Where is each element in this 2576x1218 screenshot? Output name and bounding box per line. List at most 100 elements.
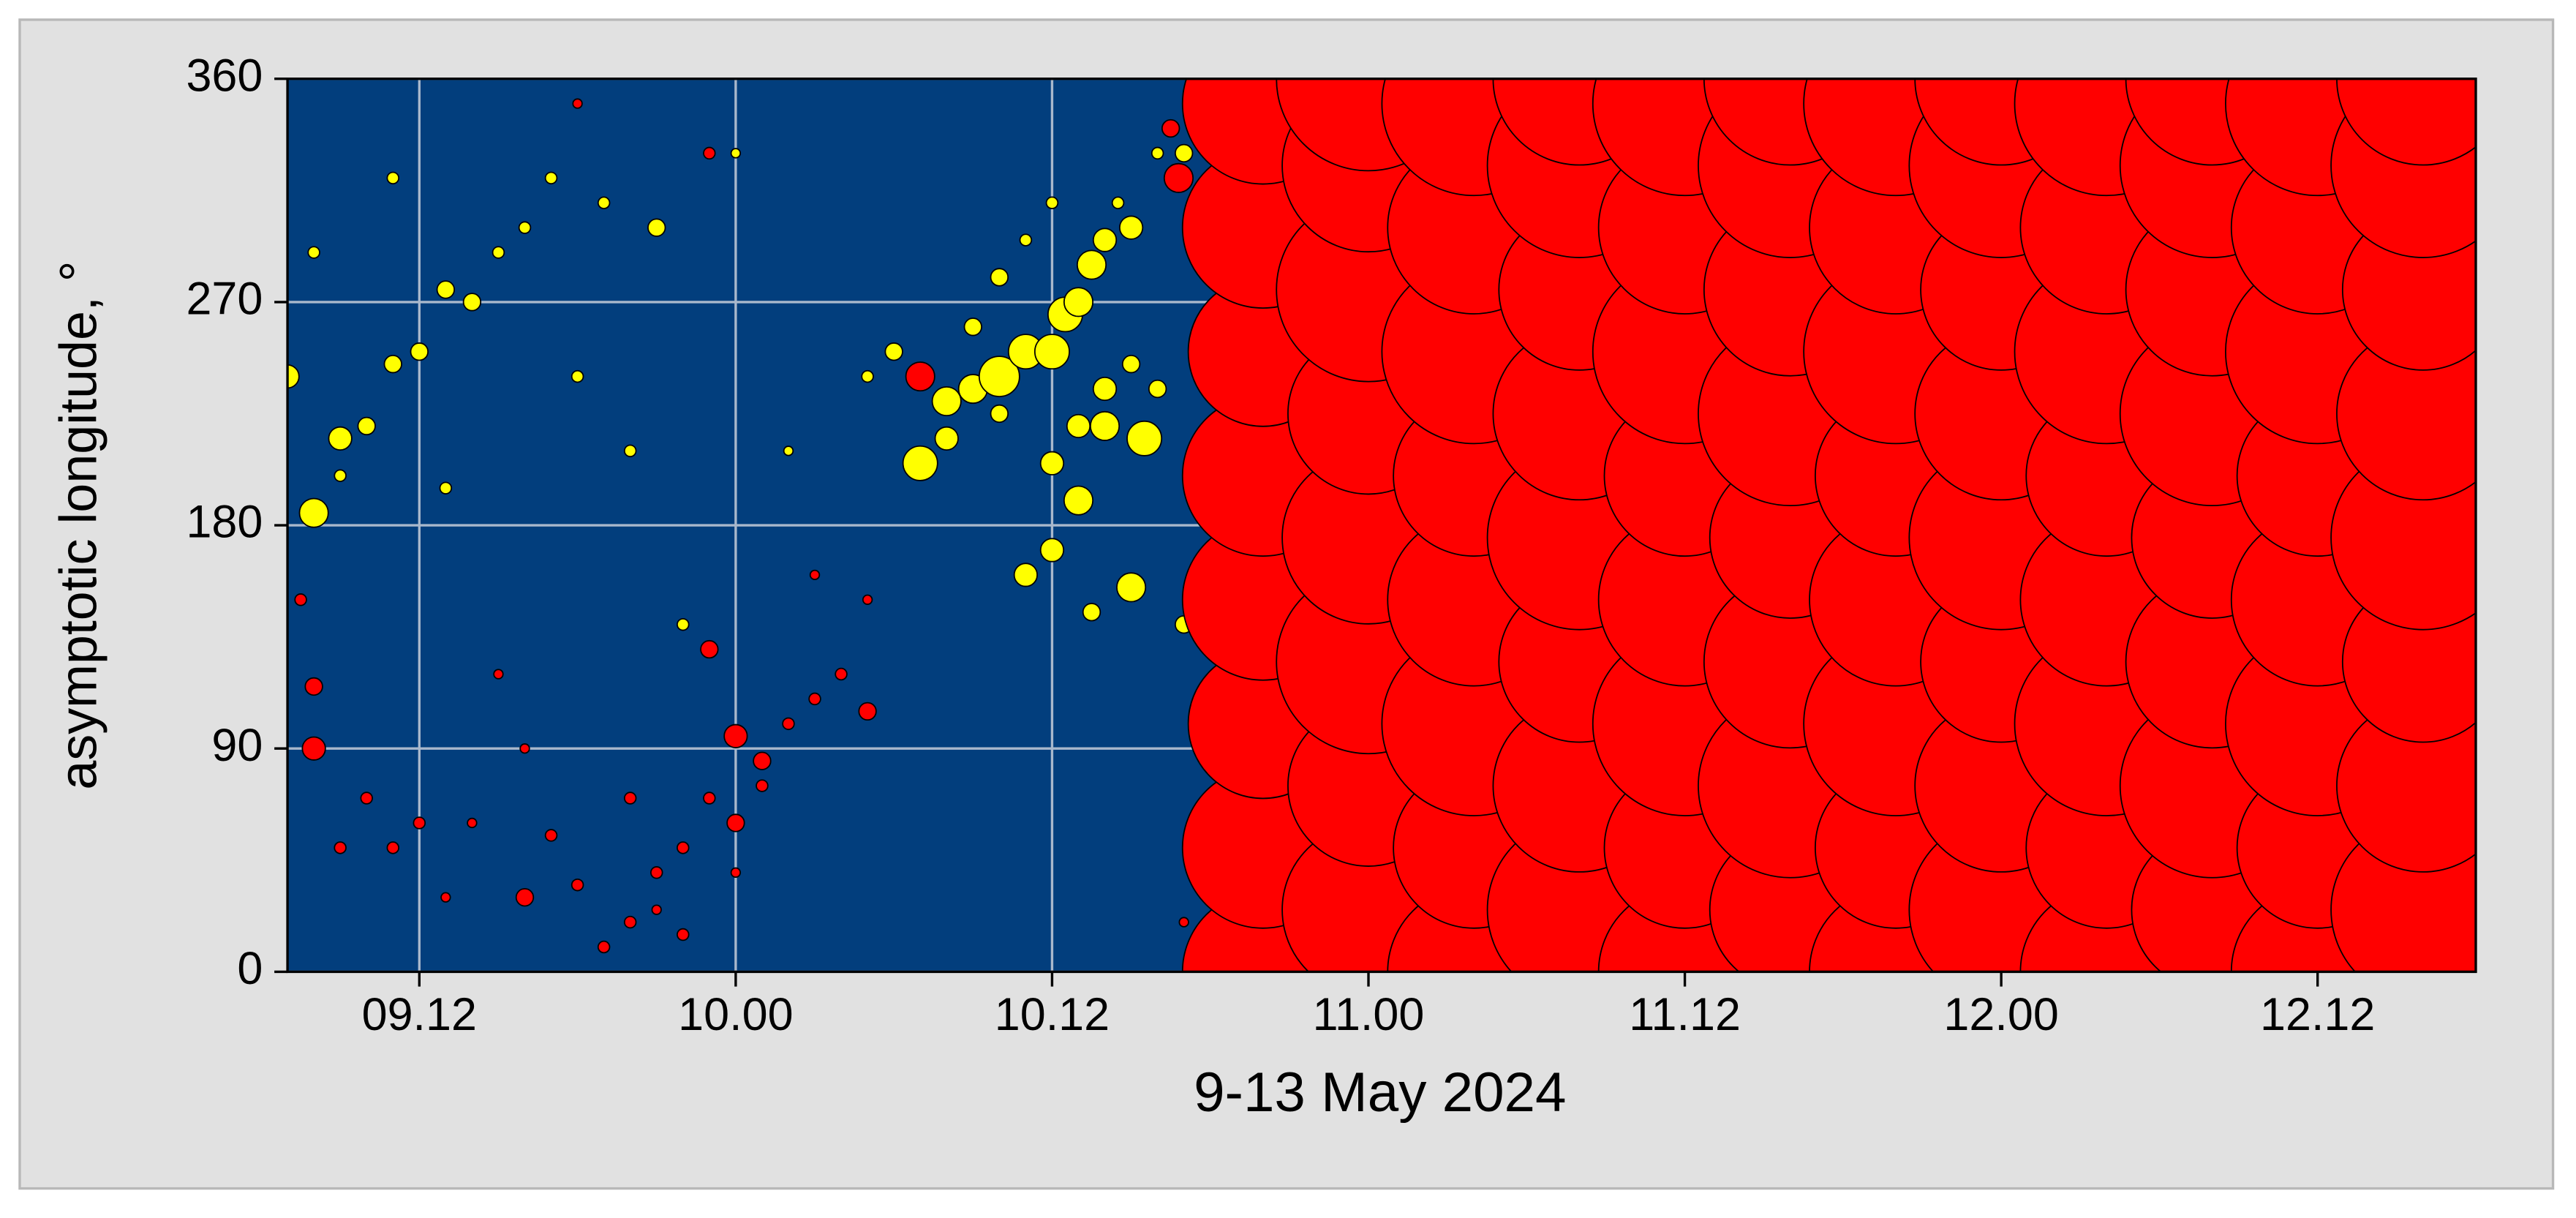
bubble xyxy=(570,369,584,383)
x-tick-label: 10.00 xyxy=(678,989,793,1040)
bubble xyxy=(1111,196,1125,210)
y-tick-label: 90 xyxy=(211,720,263,771)
bubble xyxy=(518,221,532,234)
bubble xyxy=(2336,78,2476,166)
bubble xyxy=(1033,334,1070,370)
bubble xyxy=(357,416,376,436)
bubble xyxy=(1063,485,1094,516)
bubble xyxy=(623,792,637,805)
bubble xyxy=(623,444,637,458)
bubble xyxy=(1045,196,1059,210)
bubble xyxy=(334,469,347,482)
bubble xyxy=(570,878,584,892)
bubble xyxy=(1063,287,1094,317)
bubble xyxy=(756,779,769,792)
bubble xyxy=(783,446,794,456)
bubble xyxy=(963,317,982,337)
bubble xyxy=(647,218,666,237)
bubble xyxy=(328,426,353,451)
bubble xyxy=(440,892,451,903)
bubble xyxy=(703,146,716,160)
bubble xyxy=(861,369,874,383)
bubble xyxy=(858,702,877,721)
bubble xyxy=(1174,143,1194,163)
bubble xyxy=(1161,119,1180,138)
bubble xyxy=(1076,249,1107,280)
y-tick-label: 180 xyxy=(186,497,263,548)
bubble xyxy=(700,639,719,659)
bubble xyxy=(1163,162,1194,193)
y-tick-label: 270 xyxy=(186,274,263,325)
bubble xyxy=(623,915,637,929)
bubble xyxy=(677,928,690,941)
bubble xyxy=(723,723,748,748)
y-axis-label: asymptotic longitude, ° xyxy=(49,261,108,790)
bubble xyxy=(304,677,323,696)
bubble xyxy=(467,817,478,829)
bubble xyxy=(544,829,558,842)
bubble xyxy=(597,940,611,954)
bubble xyxy=(1039,538,1065,563)
bubble xyxy=(1013,563,1039,587)
bubble xyxy=(782,717,795,731)
x-tick-label: 12.12 xyxy=(2260,989,2375,1040)
bubble xyxy=(544,171,558,185)
bubble xyxy=(519,743,530,754)
y-tick-label: 360 xyxy=(186,50,263,101)
bubble xyxy=(334,841,347,854)
bubble xyxy=(835,667,848,681)
bubble xyxy=(1082,603,1101,622)
bubble xyxy=(730,148,742,159)
bubble xyxy=(287,364,300,389)
bubble xyxy=(360,792,373,805)
x-tick-label: 10.12 xyxy=(995,989,1110,1040)
bubble xyxy=(809,569,821,581)
bubble xyxy=(905,361,935,392)
bubble xyxy=(1019,233,1033,247)
axis-labels: 0 90 180 270 360 09.12 10.00 10.12 11.00 11.12 12.… xyxy=(186,50,2375,1040)
bubble xyxy=(1092,376,1118,402)
bubble xyxy=(884,342,903,361)
bubble xyxy=(298,497,329,528)
bubble xyxy=(753,751,772,770)
bubble xyxy=(1126,420,1163,456)
bubble xyxy=(383,354,402,374)
bubble xyxy=(651,904,662,915)
bubble xyxy=(436,280,456,299)
bubble xyxy=(649,866,663,879)
bubble xyxy=(677,841,690,854)
bubble xyxy=(439,481,453,495)
bubble xyxy=(990,268,1009,287)
bubble xyxy=(386,841,400,854)
bubble xyxy=(934,426,959,451)
x-tick-label: 12.00 xyxy=(1943,989,2058,1040)
bubble xyxy=(386,171,400,185)
bubble xyxy=(597,196,611,210)
bubble xyxy=(808,692,821,706)
y-tick-label: 0 xyxy=(237,943,263,994)
bubble xyxy=(677,617,690,631)
x-tick-label: 11.00 xyxy=(1313,989,1425,1040)
bubble xyxy=(862,594,873,605)
bubble xyxy=(1118,215,1144,240)
bubble xyxy=(413,816,426,830)
bubble xyxy=(902,445,938,481)
bubble xyxy=(1092,228,1118,252)
bubble xyxy=(978,356,1020,397)
bubble xyxy=(1150,146,1164,160)
bubble xyxy=(730,867,742,878)
bubble xyxy=(493,669,504,680)
bubble xyxy=(301,736,326,761)
bubble xyxy=(492,246,505,259)
bubble xyxy=(1178,917,1189,928)
bubble xyxy=(931,386,962,417)
bubble xyxy=(307,246,320,259)
bubble xyxy=(294,593,307,606)
bubble xyxy=(1089,410,1121,441)
bubble xyxy=(1066,413,1091,439)
x-tick-label: 11.12 xyxy=(1629,989,1741,1040)
bubble xyxy=(462,293,482,312)
bubble xyxy=(515,888,535,907)
